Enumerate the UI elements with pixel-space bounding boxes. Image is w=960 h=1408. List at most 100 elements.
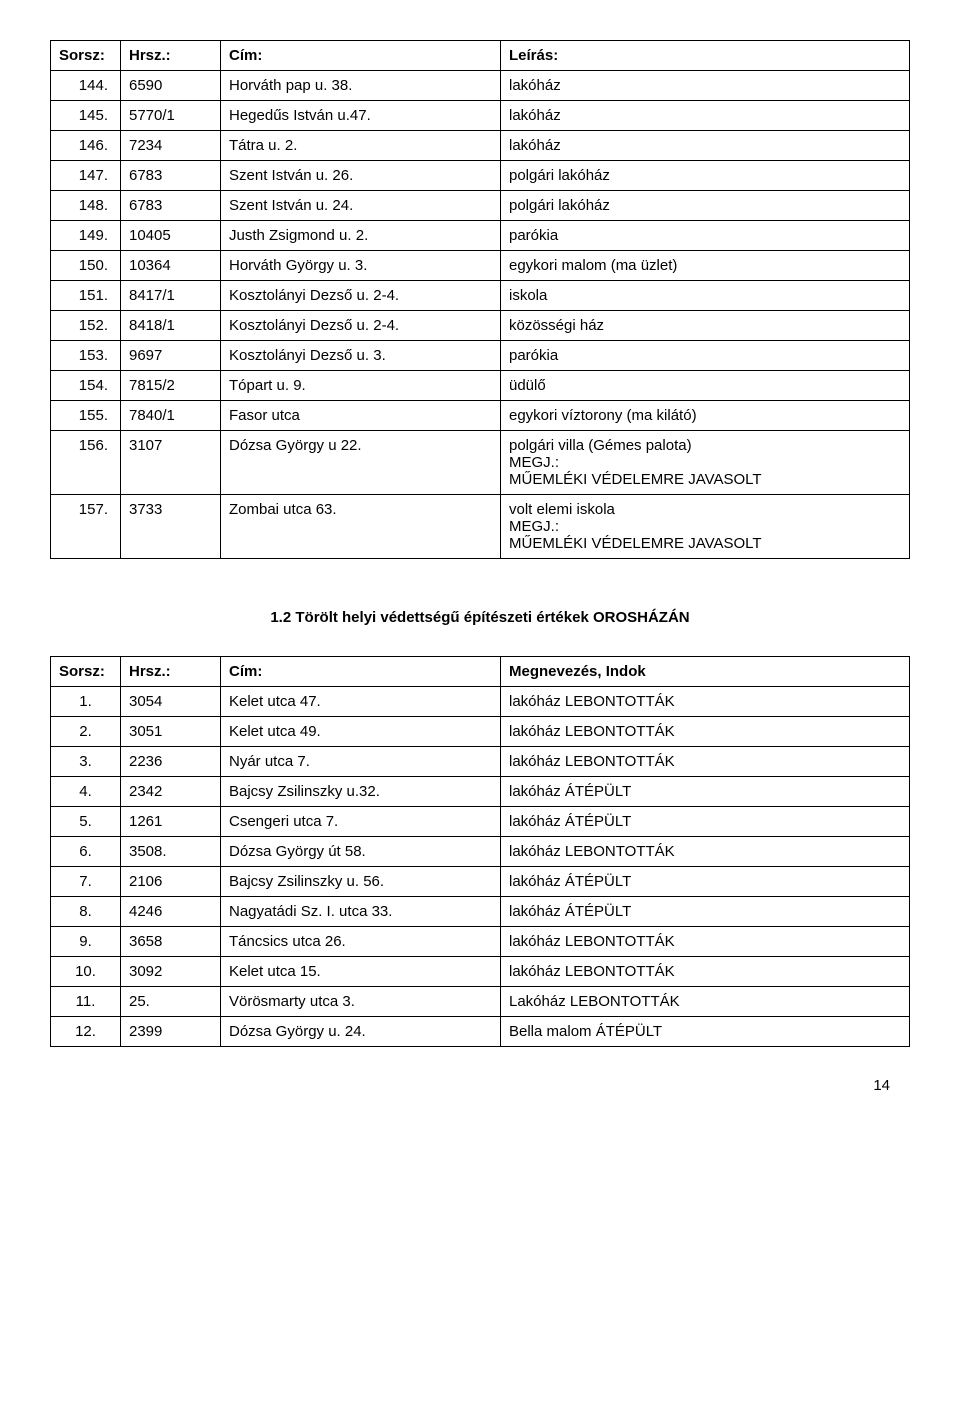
table-row: 9.3658Táncsics utca 26.lakóház LEBONTOTT… [51,927,910,957]
cell-hrsz: 6783 [121,191,221,221]
cell-hrsz: 3508. [121,837,221,867]
cell-sorsz: 149. [51,221,121,251]
cell-cim: Kosztolányi Dezső u. 3. [221,341,501,371]
cell-sorsz: 3. [51,747,121,777]
cell-cim: Szent István u. 26. [221,161,501,191]
cell-megn: Bella malom ÁTÉPÜLT [501,1017,910,1047]
table-row: 3.2236Nyár utca 7.lakóház LEBONTOTTÁK [51,747,910,777]
table-row: 10.3092Kelet utca 15.lakóház LEBONTOTTÁK [51,957,910,987]
th2-hrsz: Hrsz.: [121,657,221,687]
cell-sorsz: 147. [51,161,121,191]
cell-sorsz: 148. [51,191,121,221]
cell-sorsz: 156. [51,431,121,495]
cell-sorsz: 146. [51,131,121,161]
cell-megn: lakóház LEBONTOTTÁK [501,747,910,777]
th-sorsz: Sorsz: [51,41,121,71]
cell-cim: Kelet utca 47. [221,687,501,717]
cell-megn: Lakóház LEBONTOTTÁK [501,987,910,1017]
cell-cim: Tópart u. 9. [221,371,501,401]
cell-cim: Tátra u. 2. [221,131,501,161]
table-deleted-head: Sorsz: Hrsz.: Cím: Megnevezés, Indok [51,657,910,687]
cell-cim: Hegedűs István u.47. [221,101,501,131]
cell-leiras: lakóház [501,131,910,161]
table-row: 8.4246Nagyatádi Sz. I. utca 33.lakóház Á… [51,897,910,927]
th2-megn: Megnevezés, Indok [501,657,910,687]
cell-hrsz: 3107 [121,431,221,495]
cell-cim: Zombai utca 63. [221,495,501,559]
cell-hrsz: 7815/2 [121,371,221,401]
cell-hrsz: 2236 [121,747,221,777]
cell-megn: lakóház LEBONTOTTÁK [501,717,910,747]
table-row: 148.6783Szent István u. 24.polgári lakóh… [51,191,910,221]
cell-leiras: közösségi ház [501,311,910,341]
cell-leiras: polgári villa (Gémes palota)MEGJ.:MŰEMLÉ… [501,431,910,495]
cell-megn: lakóház LEBONTOTTÁK [501,837,910,867]
table-row: 5.1261Csengeri utca 7.lakóház ÁTÉPÜLT [51,807,910,837]
cell-hrsz: 6590 [121,71,221,101]
cell-hrsz: 25. [121,987,221,1017]
table-deleted: Sorsz: Hrsz.: Cím: Megnevezés, Indok 1.3… [50,656,910,1047]
th2-sorsz: Sorsz: [51,657,121,687]
cell-cim: Dózsa György u. 24. [221,1017,501,1047]
cell-sorsz: 1. [51,687,121,717]
cell-sorsz: 153. [51,341,121,371]
cell-sorsz: 11. [51,987,121,1017]
table-row: 145.5770/1Hegedűs István u.47.lakóház [51,101,910,131]
cell-hrsz: 3054 [121,687,221,717]
section-title: 1.2 Törölt helyi védettségű építészeti é… [50,609,910,626]
table-row: 157.3733Zombai utca 63.volt elemi iskola… [51,495,910,559]
cell-hrsz: 2342 [121,777,221,807]
cell-leiras: egykori víztorony (ma kilátó) [501,401,910,431]
table-keep-head: Sorsz: Hrsz.: Cím: Leírás: [51,41,910,71]
cell-megn: lakóház LEBONTOTTÁK [501,927,910,957]
table-row: 11.25.Vörösmarty utca 3.Lakóház LEBONTOT… [51,987,910,1017]
table-row: 155.7840/1Fasor utcaegykori víztorony (m… [51,401,910,431]
table-row: 1.3054Kelet utca 47.lakóház LEBONTOTTÁK [51,687,910,717]
cell-leiras: parókia [501,341,910,371]
cell-sorsz: 145. [51,101,121,131]
table-row: 146.7234Tátra u. 2.lakóház [51,131,910,161]
table-row: 150.10364Horváth György u. 3.egykori mal… [51,251,910,281]
cell-sorsz: 7. [51,867,121,897]
th-hrsz: Hrsz.: [121,41,221,71]
table-row: 2.3051Kelet utca 49.lakóház LEBONTOTTÁK [51,717,910,747]
cell-sorsz: 2. [51,717,121,747]
table-keep-body: 144.6590Horváth pap u. 38.lakóház145.577… [51,71,910,559]
cell-sorsz: 9. [51,927,121,957]
page-number: 14 [50,1077,910,1094]
cell-leiras: lakóház [501,71,910,101]
cell-sorsz: 150. [51,251,121,281]
cell-cim: Horváth pap u. 38. [221,71,501,101]
cell-hrsz: 7840/1 [121,401,221,431]
cell-hrsz: 1261 [121,807,221,837]
cell-megn: lakóház LEBONTOTTÁK [501,957,910,987]
cell-cim: Szent István u. 24. [221,191,501,221]
cell-leiras: volt elemi iskolaMEGJ.:MŰEMLÉKI VÉDELEMR… [501,495,910,559]
table-row: 4.2342Bajcsy Zsilinszky u.32.lakóház ÁTÉ… [51,777,910,807]
cell-hrsz: 2399 [121,1017,221,1047]
cell-megn: lakóház LEBONTOTTÁK [501,687,910,717]
cell-sorsz: 157. [51,495,121,559]
cell-cim: Csengeri utca 7. [221,807,501,837]
cell-cim: Dózsa György u 22. [221,431,501,495]
cell-sorsz: 144. [51,71,121,101]
cell-hrsz: 3658 [121,927,221,957]
cell-sorsz: 155. [51,401,121,431]
cell-hrsz: 7234 [121,131,221,161]
cell-cim: Justh Zsigmond u. 2. [221,221,501,251]
cell-sorsz: 12. [51,1017,121,1047]
cell-cim: Fasor utca [221,401,501,431]
cell-sorsz: 5. [51,807,121,837]
cell-leiras: lakóház [501,101,910,131]
cell-cim: Horváth György u. 3. [221,251,501,281]
table-row: 6.3508.Dózsa György út 58.lakóház LEBONT… [51,837,910,867]
cell-sorsz: 151. [51,281,121,311]
cell-cim: Nyár utca 7. [221,747,501,777]
table-row: 149.10405Justh Zsigmond u. 2.parókia [51,221,910,251]
cell-megn: lakóház ÁTÉPÜLT [501,807,910,837]
cell-cim: Bajcsy Zsilinszky u.32. [221,777,501,807]
cell-cim: Vörösmarty utca 3. [221,987,501,1017]
cell-cim: Kosztolányi Dezső u. 2-4. [221,281,501,311]
cell-cim: Nagyatádi Sz. I. utca 33. [221,897,501,927]
cell-hrsz: 3092 [121,957,221,987]
